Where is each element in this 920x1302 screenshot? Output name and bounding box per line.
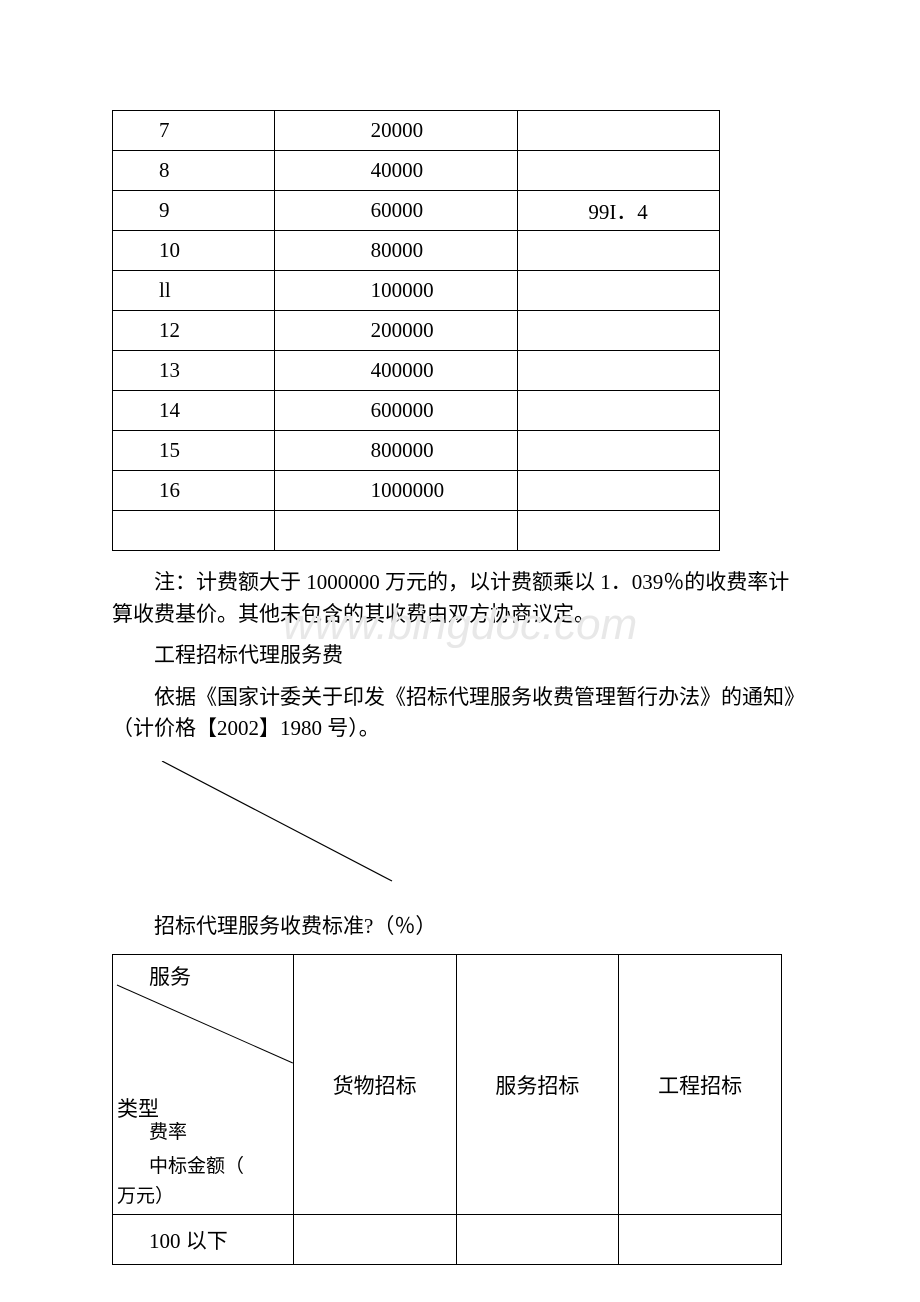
header-col-engineering: 工程招标: [619, 955, 782, 1215]
cell-empty: [274, 511, 518, 551]
cell-amount: 1000000: [274, 471, 518, 511]
cell-extra: [518, 111, 720, 151]
header-label-amount-line1: 中标金额（: [149, 1153, 244, 1182]
cell-extra: [518, 151, 720, 191]
cell-amount: 60000: [274, 191, 518, 231]
header-label-service: 服务: [149, 961, 191, 991]
cell-amount: 600000: [274, 391, 518, 431]
cell-extra: [518, 351, 720, 391]
table-row: 16 1000000: [113, 471, 720, 511]
table-row: 13 400000: [113, 351, 720, 391]
note-text: 注：计费额大于 1000000 万元的，以计费额乘以 1．039％的收费率计算收…: [112, 567, 810, 630]
table-row: 12 200000: [113, 311, 720, 351]
header-label-rate: 费率: [149, 1117, 187, 1144]
cell-amount: 400000: [274, 351, 518, 391]
cell-empty: [113, 511, 275, 551]
table-row: 100 以下: [113, 1215, 782, 1265]
diagonal-line-icon: [142, 761, 442, 891]
table-row: ll 100000: [113, 271, 720, 311]
fee-standard-table: 服务 类型 费率 中标金额（ 万元） 货物招标 服务招标 工程招标 100 以下: [112, 954, 782, 1265]
cell-index: 15: [113, 431, 275, 471]
fee-table-1: 7 20000 8 40000 9 60000 99I．4 10 80000 l…: [112, 110, 720, 551]
table-row: 10 80000: [113, 231, 720, 271]
table-row-empty: [113, 511, 720, 551]
header-col-service: 服务招标: [456, 955, 619, 1215]
cell-value: [456, 1215, 619, 1265]
section-heading-fee-standard: 招标代理服务收费标准?（％）: [112, 911, 810, 943]
cell-amount: 40000: [274, 151, 518, 191]
cell-index: 14: [113, 391, 275, 431]
diagonal-header-cell: 服务 类型 费率 中标金额（ 万元）: [113, 955, 294, 1215]
diagonal-line-icon: [113, 955, 293, 1065]
cell-index: 7: [113, 111, 275, 151]
cell-empty: [518, 511, 720, 551]
cell-index: 8: [113, 151, 275, 191]
cell-index: 16: [113, 471, 275, 511]
cell-extra: 99I．4: [518, 191, 720, 231]
cell-range: 100 以下: [113, 1215, 294, 1265]
cell-amount: 800000: [274, 431, 518, 471]
section-heading-agency-fee: 工程招标代理服务费: [112, 640, 810, 672]
table-row: 7 20000: [113, 111, 720, 151]
basis-paragraph: 依据《国家计委关于印发《招标代理服务收费管理暂行办法》的通知》（计价格【2002…: [112, 682, 810, 745]
cell-extra: [518, 391, 720, 431]
table-row: 15 800000: [113, 431, 720, 471]
cell-index: ll: [113, 271, 275, 311]
table-row: 9 60000 99I．4: [113, 191, 720, 231]
header-col-goods: 货物招标: [293, 955, 456, 1215]
cell-extra: [518, 271, 720, 311]
cell-extra: [518, 231, 720, 271]
cell-extra: [518, 431, 720, 471]
cell-value: [619, 1215, 782, 1265]
header-label-amount-line2: 万元）: [117, 1181, 174, 1208]
cell-index: 9: [113, 191, 275, 231]
cell-value: [293, 1215, 456, 1265]
cell-amount: 20000: [274, 111, 518, 151]
table-row: 8 40000: [113, 151, 720, 191]
table-header-row: 服务 类型 费率 中标金额（ 万元） 货物招标 服务招标 工程招标: [113, 955, 782, 1215]
cell-index: 10: [113, 231, 275, 271]
cell-amount: 200000: [274, 311, 518, 351]
cell-extra: [518, 471, 720, 511]
cell-amount: 80000: [274, 231, 518, 271]
cell-extra: [518, 311, 720, 351]
cell-amount: 100000: [274, 271, 518, 311]
table-row: 14 600000: [113, 391, 720, 431]
cell-index: 13: [113, 351, 275, 391]
page-content: 7 20000 8 40000 9 60000 99I．4 10 80000 l…: [0, 0, 920, 1265]
cell-index: 12: [113, 311, 275, 351]
